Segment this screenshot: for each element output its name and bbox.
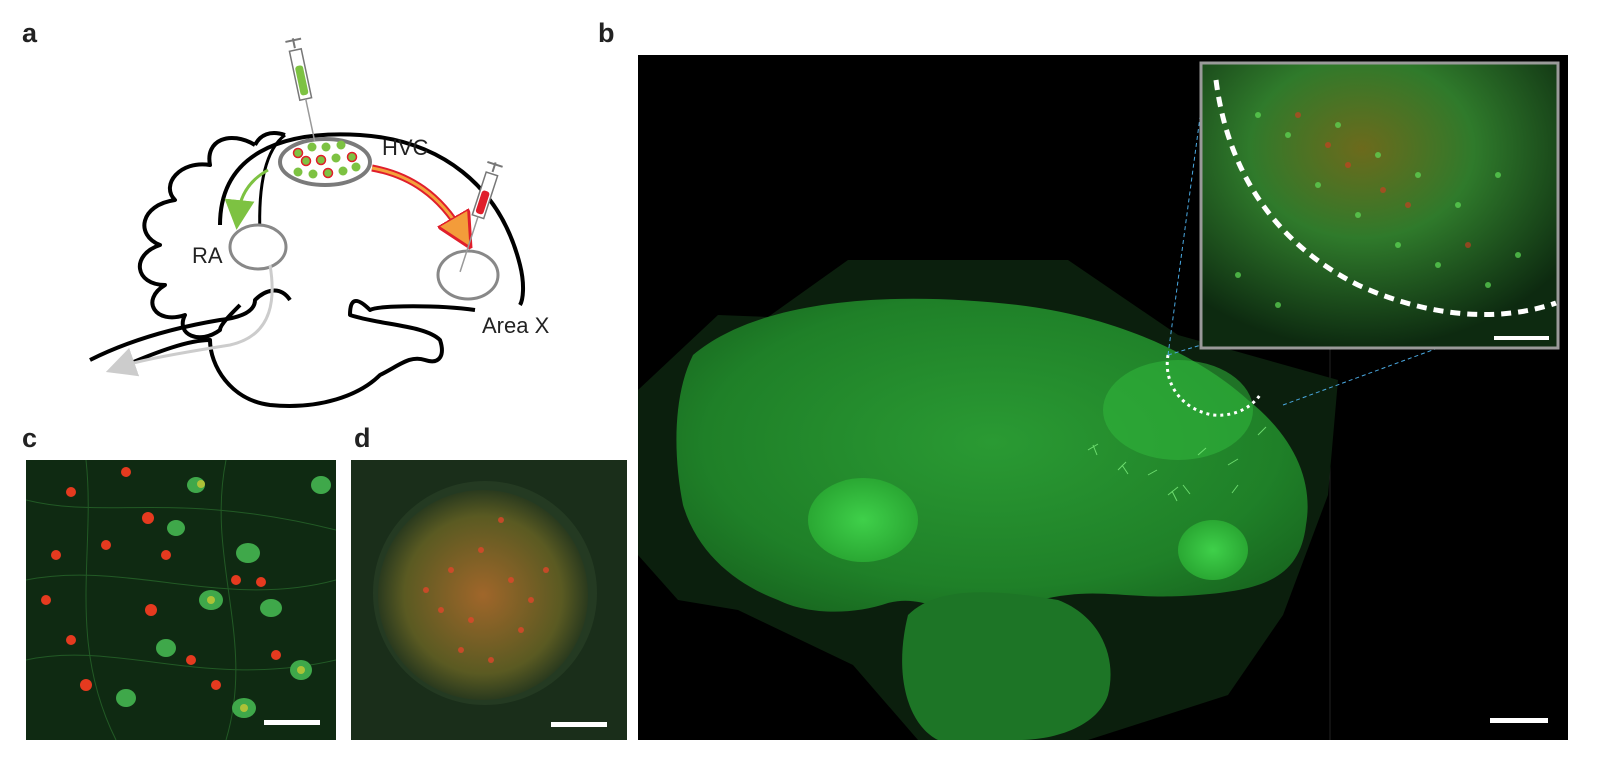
ra-nucleus bbox=[228, 223, 288, 271]
areax-label: Area X bbox=[482, 313, 550, 338]
brain-outline bbox=[89, 131, 525, 408]
panel-a-schematic: HVC RA Area X bbox=[89, 37, 550, 408]
hvc-cells bbox=[292, 140, 361, 179]
panel-label-b: b bbox=[598, 18, 615, 48]
panel-b-section-image bbox=[638, 55, 1568, 740]
hvc-to-areax-arrow bbox=[371, 166, 462, 233]
green-syringe-icon bbox=[285, 37, 316, 142]
inset-hvc-boundary bbox=[1213, 79, 1557, 318]
inset-hvc-zoom bbox=[1199, 61, 1560, 350]
hvc-boundary-dotted bbox=[1165, 354, 1262, 417]
areax-area-glow bbox=[1178, 520, 1248, 580]
ra-output-arrow bbox=[105, 264, 274, 377]
inset-scalebar bbox=[1494, 336, 1549, 340]
panel-label-c: c bbox=[22, 423, 38, 453]
panel-d-scalebar bbox=[551, 722, 607, 727]
red-syringe-icon bbox=[459, 160, 503, 273]
cerebellum-section bbox=[902, 592, 1111, 740]
panel-b-scalebar bbox=[1490, 718, 1548, 723]
panel-c-scalebar bbox=[264, 720, 320, 725]
ra-label: RA bbox=[192, 243, 223, 268]
panel-d-widefield-image bbox=[351, 460, 627, 740]
zoom-line-left bbox=[1167, 344, 1202, 356]
hvc-to-ra-arrow bbox=[224, 168, 269, 230]
panel-label-a: a bbox=[22, 18, 38, 48]
hvc-label: HVC bbox=[382, 135, 429, 160]
zoom-line-upper bbox=[1167, 94, 1204, 356]
panel-c-confocal-image bbox=[26, 460, 336, 740]
ra-area-glow bbox=[808, 478, 918, 562]
panel-label-d: d bbox=[354, 423, 371, 453]
hvc-to-areax-arrow-outline bbox=[371, 164, 466, 235]
labeled-neurons bbox=[1087, 426, 1267, 502]
areax-nucleus bbox=[436, 249, 500, 301]
hvc-region bbox=[1103, 360, 1253, 460]
